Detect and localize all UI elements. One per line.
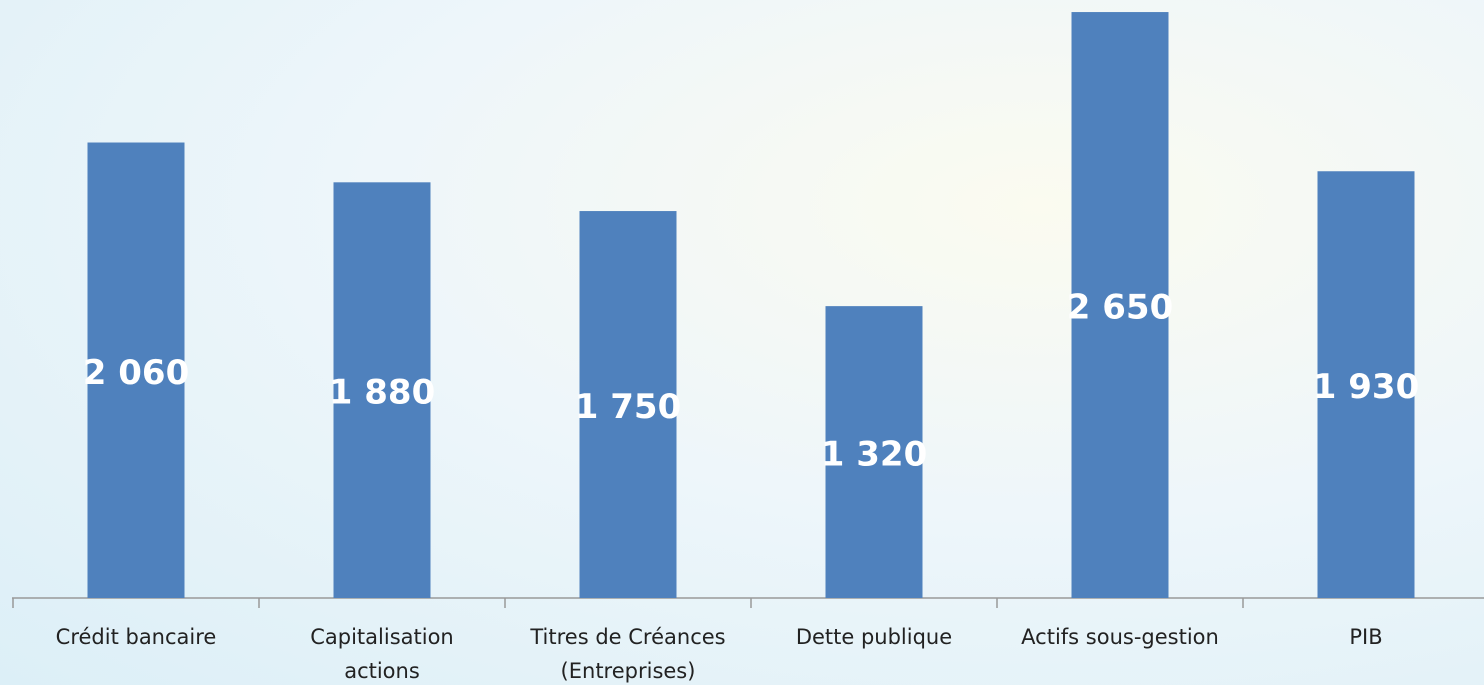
value-label: 1 930 [1313,367,1419,407]
x-tick-label: Crédit bancaire [55,625,217,649]
x-tick-label: Dette publique [795,625,953,649]
bar [87,142,185,598]
value-label: 1 320 [821,435,927,475]
bar [333,182,431,599]
x-tick-label: Titres de Créances (Entreprises) [530,625,726,683]
value-label: 2 060 [83,353,189,393]
bar [1317,171,1415,598]
x-tick-label: Actifs sous-gestion [1021,625,1219,649]
value-label: 2 650 [1067,288,1173,328]
bar [825,306,923,598]
value-label: 1 880 [329,373,435,413]
bar [579,211,677,599]
value-label: 1 750 [575,387,681,427]
x-tick-label: Capitalisation actions [310,625,454,683]
x-tick-label: PIB [1349,625,1383,649]
bar [1071,12,1169,599]
